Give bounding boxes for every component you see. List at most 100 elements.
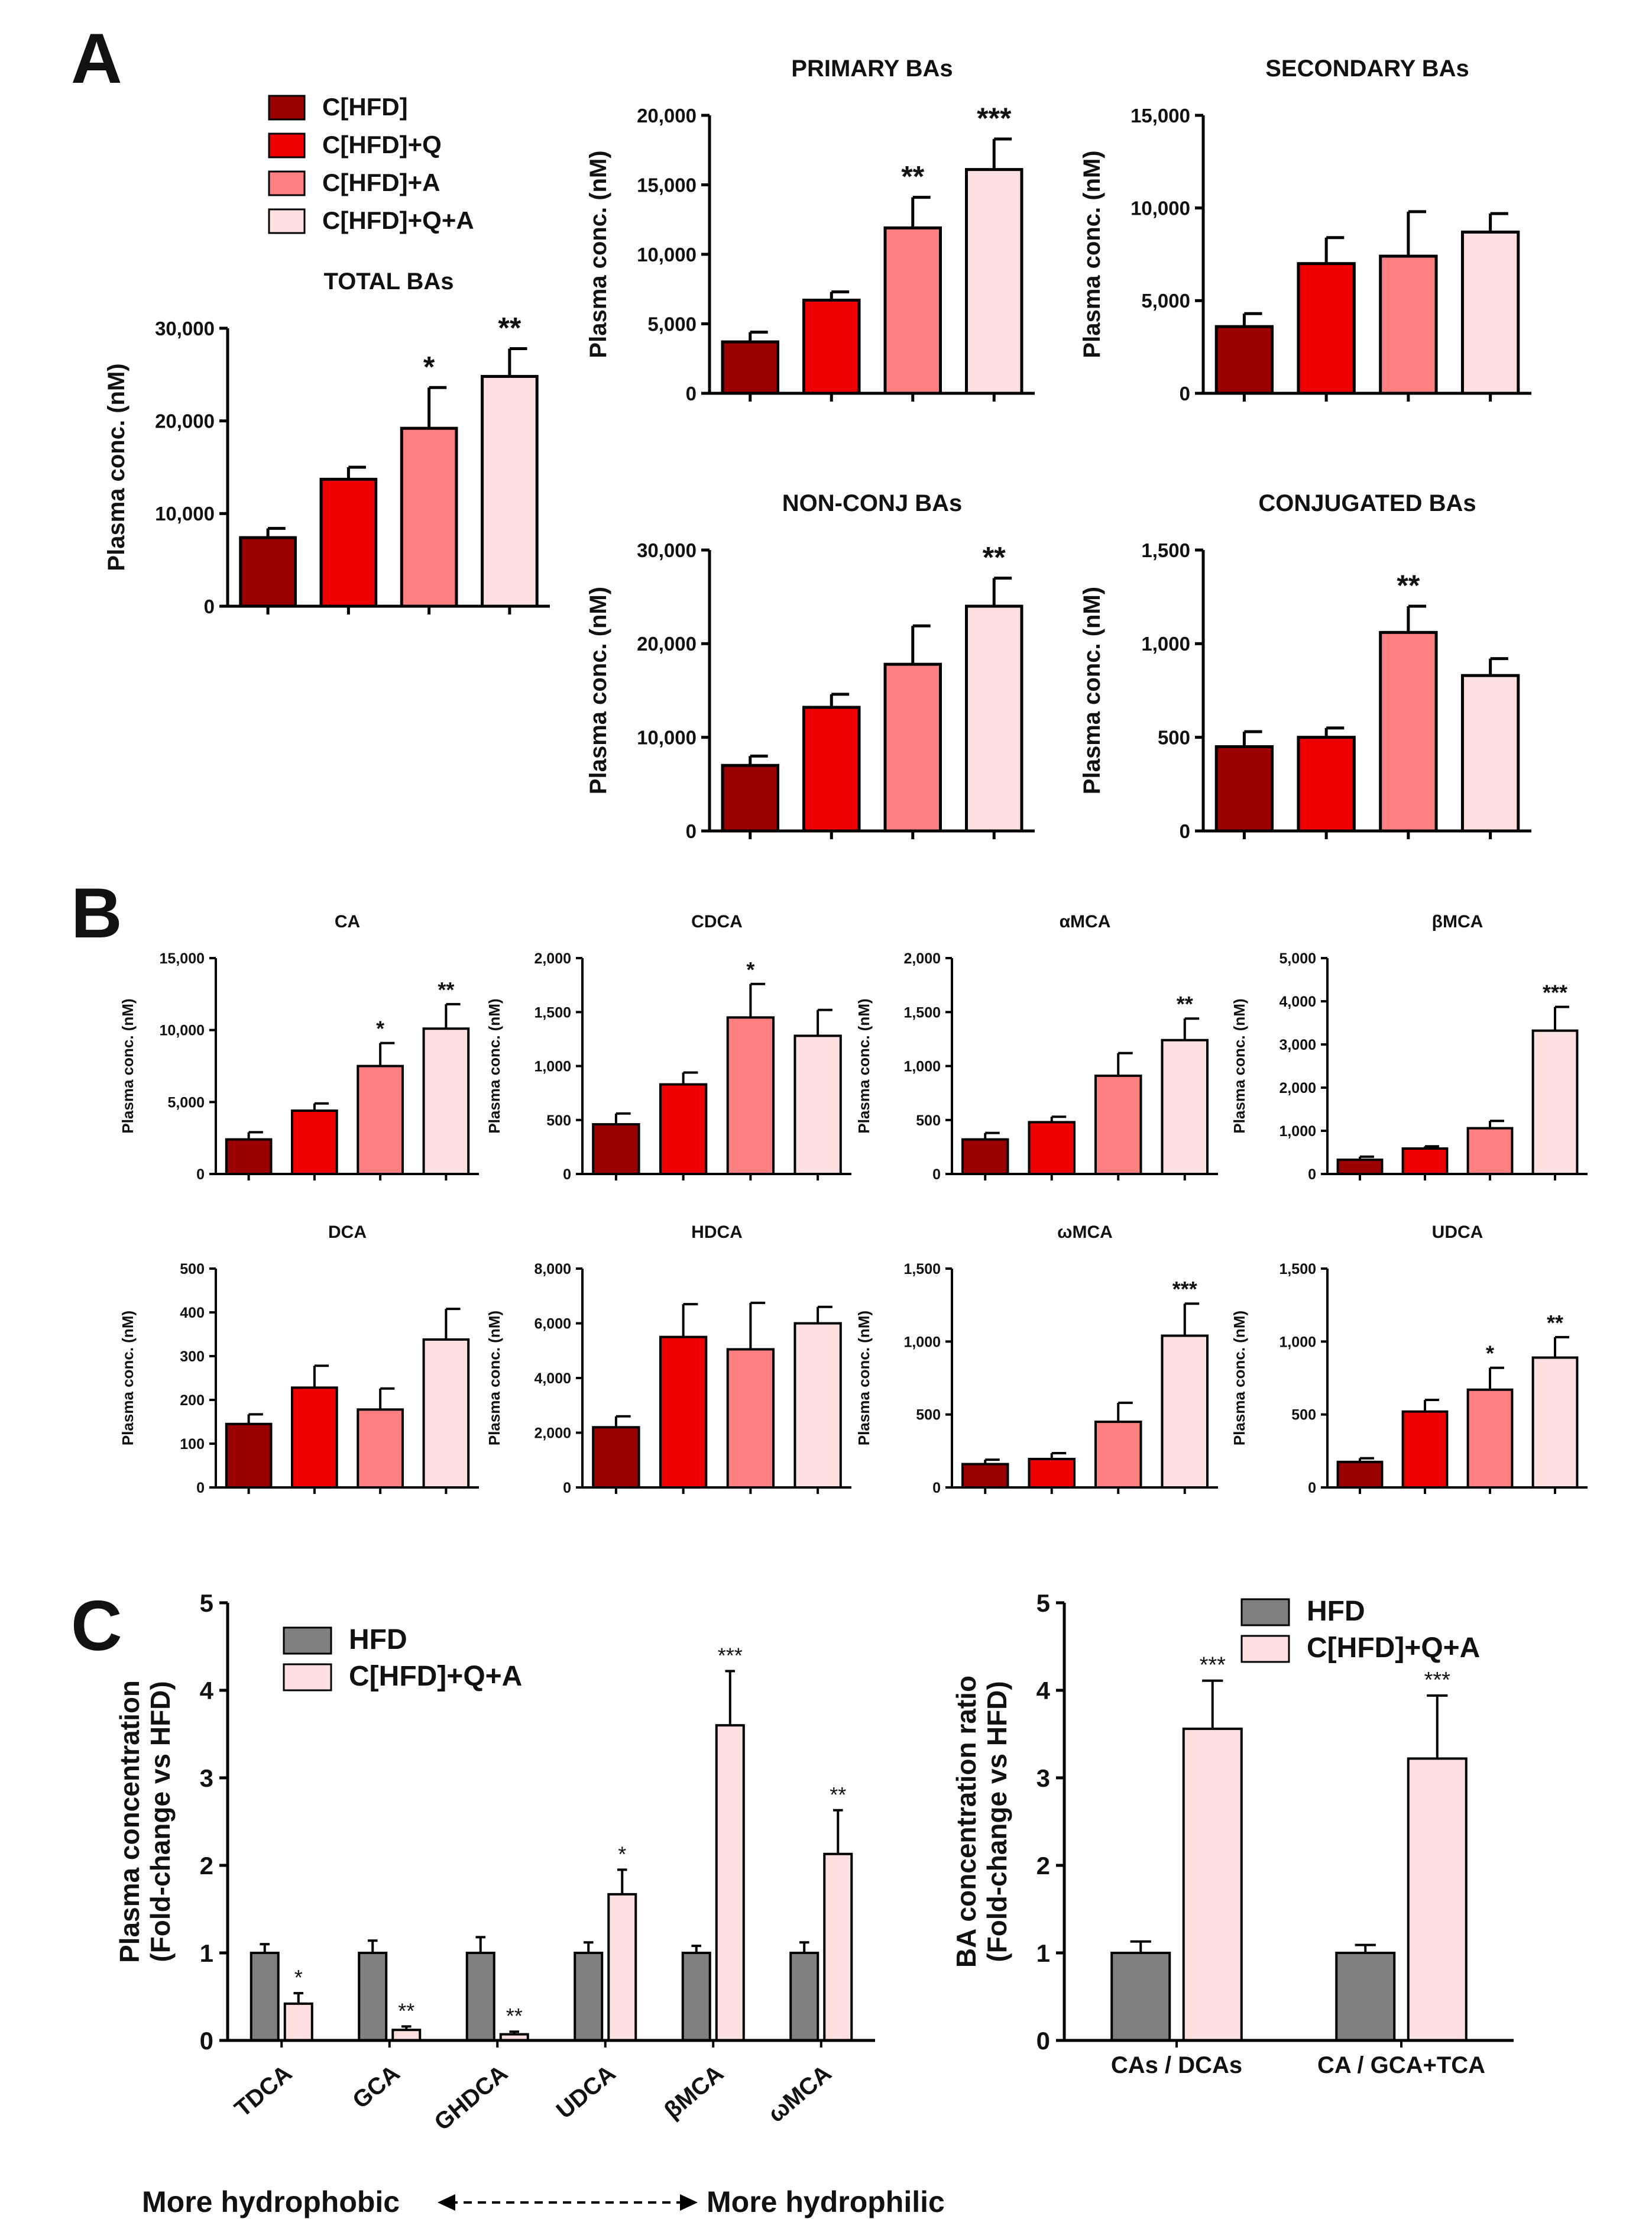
significance-label: **	[1547, 1311, 1563, 1335]
y-tick-label: 0	[196, 1480, 205, 1496]
y-axis-label: Plasma conc. (nM)	[1079, 150, 1105, 358]
bar-b-bmca-2	[1401, 1147, 1449, 1176]
bar-b-amca-2	[1028, 1121, 1076, 1176]
y-tick-label: 0	[204, 596, 215, 617]
significance-label: **	[983, 541, 1006, 574]
bar-b-ca-2	[291, 1109, 338, 1176]
footer-left-label: More hydrophobic	[142, 2185, 400, 2218]
y-axis-label: Plasma conc. (nM)	[485, 998, 503, 1133]
legend-label: C[HFD]+Q+A	[1307, 1632, 1480, 1664]
legend-label: C[HFD]	[322, 93, 408, 121]
bar-c-right-hfd-2	[1335, 1952, 1396, 2042]
y-tick-label: 500	[1291, 1407, 1316, 1424]
significance-label: ***	[1200, 1653, 1226, 1678]
y-tick-label: 10,000	[637, 727, 697, 749]
y-axis-label-line: (Fold-change vs HFD)	[145, 1681, 176, 1962]
y-tick-label: 0	[563, 1480, 571, 1496]
bar-b-ca-1	[225, 1138, 273, 1175]
legend-label: C[HFD]+Q	[322, 131, 442, 159]
bar-a-conj-4	[1460, 674, 1520, 833]
y-tick-label: 0	[1308, 1166, 1316, 1183]
y-tick-label: 20,000	[637, 633, 697, 655]
y-axis-label: Plasma conc. (nM)	[585, 150, 611, 358]
y-tick-label: 1,000	[534, 1059, 571, 1075]
y-tick-label: 100	[180, 1436, 205, 1453]
y-tick-label: 0	[196, 1166, 205, 1183]
bar-b-wmca-4	[1161, 1334, 1209, 1489]
chart-title: PRIMARY BAs	[791, 56, 953, 82]
y-tick-label: 500	[916, 1112, 941, 1129]
y-tick-label: 400	[180, 1305, 205, 1321]
y-tick-label: 3	[200, 1764, 213, 1792]
y-tick-label: 0	[563, 1166, 571, 1183]
y-tick-label: 30,000	[637, 539, 697, 561]
legend-swatch	[283, 1663, 332, 1691]
y-tick-label: 1,000	[1279, 1334, 1316, 1350]
bar-b-ca-4	[422, 1027, 470, 1175]
chart-a-secondary: SECONDARY BAs Plasma conc. (nM) 0 5,000 10,0…	[1079, 56, 1531, 405]
chart-b-cdca: CDCA Plasma conc. (nM) * 0 500 1,000 1,500 2,00…	[485, 912, 851, 1183]
y-axis-label: Plasma conc. (nM)	[103, 363, 129, 571]
bar-a-conj-1	[1214, 745, 1274, 833]
y-axis-label: Plasma conc. (nM)	[855, 998, 873, 1133]
bar-b-hdca-2	[659, 1335, 708, 1489]
bar-b-cdca-2	[659, 1083, 708, 1176]
bar-a-primary-3	[883, 226, 942, 395]
y-tick-label: 5	[1036, 1589, 1050, 1617]
bar-c-right-hfd-1	[1110, 1952, 1171, 2042]
legend-swatch	[268, 170, 306, 196]
bar-c-right-treated-1	[1182, 1728, 1243, 2042]
bar-b-wmca-3	[1094, 1421, 1142, 1489]
significance-label: *	[618, 1842, 626, 1866]
x-category-label: GHDCA	[429, 2060, 513, 2136]
significance-label: ***	[718, 1643, 743, 1667]
bar-a-nonconj-4	[965, 604, 1023, 833]
y-tick-label: 4	[200, 1677, 214, 1704]
y-tick-label: 3	[1036, 1764, 1050, 1792]
significance-label: *	[376, 1017, 384, 1041]
legend-panel-c-left: HFD C[HFD]+Q+A	[283, 1624, 522, 1692]
y-tick-label: 2,000	[534, 950, 571, 967]
y-tick-label: 20,000	[637, 105, 697, 127]
y-tick-label: 1,500	[1141, 539, 1190, 561]
y-axis-label: Plasma conc. (nM)	[855, 1311, 873, 1445]
y-tick-label: 1,500	[903, 1261, 941, 1277]
y-tick-label: 1,500	[1279, 1261, 1316, 1277]
y-tick-label: 2	[200, 1852, 213, 1880]
y-tick-label: 1	[200, 1939, 213, 1967]
bar-b-bmca-4	[1531, 1029, 1579, 1176]
bar-c-left-hfd-4	[574, 1952, 604, 2042]
y-tick-label: 30,000	[155, 318, 215, 339]
chart-c-right: *** CAs / DCAs *** CA / GCA+TCA 0 1 2 3 4 5 BA con…	[951, 1589, 1514, 2078]
x-category-label: UDCA	[552, 2060, 621, 2124]
significance-label: **	[901, 160, 924, 193]
y-axis-label: Plasma conc. (nM)	[119, 998, 137, 1133]
y-tick-label: 5	[200, 1589, 213, 1617]
bar-b-dca-3	[357, 1408, 404, 1489]
legend-swatch	[268, 132, 306, 159]
y-axis-label: Plasma conc. (nM)	[119, 1311, 137, 1445]
y-tick-label: 5,000	[647, 313, 697, 335]
legend-label: HFD	[349, 1624, 407, 1655]
bar-b-amca-3	[1094, 1074, 1142, 1176]
significance-label: **	[498, 311, 521, 344]
chart-a-conj: CONJUGATED BAs Plasma conc. (nM) ** 0 500 1,0…	[1079, 490, 1531, 842]
bar-b-hdca-3	[726, 1348, 775, 1489]
bar-b-hdca-1	[592, 1426, 640, 1489]
bar-c-left-treated-2	[391, 2029, 422, 2042]
y-tick-label: 0	[932, 1166, 941, 1183]
y-tick-label: 2,000	[903, 950, 941, 967]
bar-c-right-treated-2	[1407, 1757, 1468, 2042]
y-axis-label-line: Plasma concentration	[114, 1680, 145, 1963]
y-tick-label: 0	[1308, 1480, 1316, 1496]
y-tick-label: 5,000	[167, 1094, 205, 1111]
bar-b-hdca-4	[793, 1322, 842, 1489]
y-tick-label: 0	[1036, 2027, 1050, 2055]
y-tick-label: 500	[1158, 727, 1190, 749]
chart-b-amca: αMCA Plasma conc. (nM) ** 0 500 1,000 1,500 2,0…	[855, 912, 1218, 1183]
chart-a-nonconj: NON-CONJ BAs Plasma conc. (nM) ** 0 10,000 20…	[585, 490, 1035, 842]
chart-title: CONJUGATED BAs	[1258, 490, 1476, 516]
